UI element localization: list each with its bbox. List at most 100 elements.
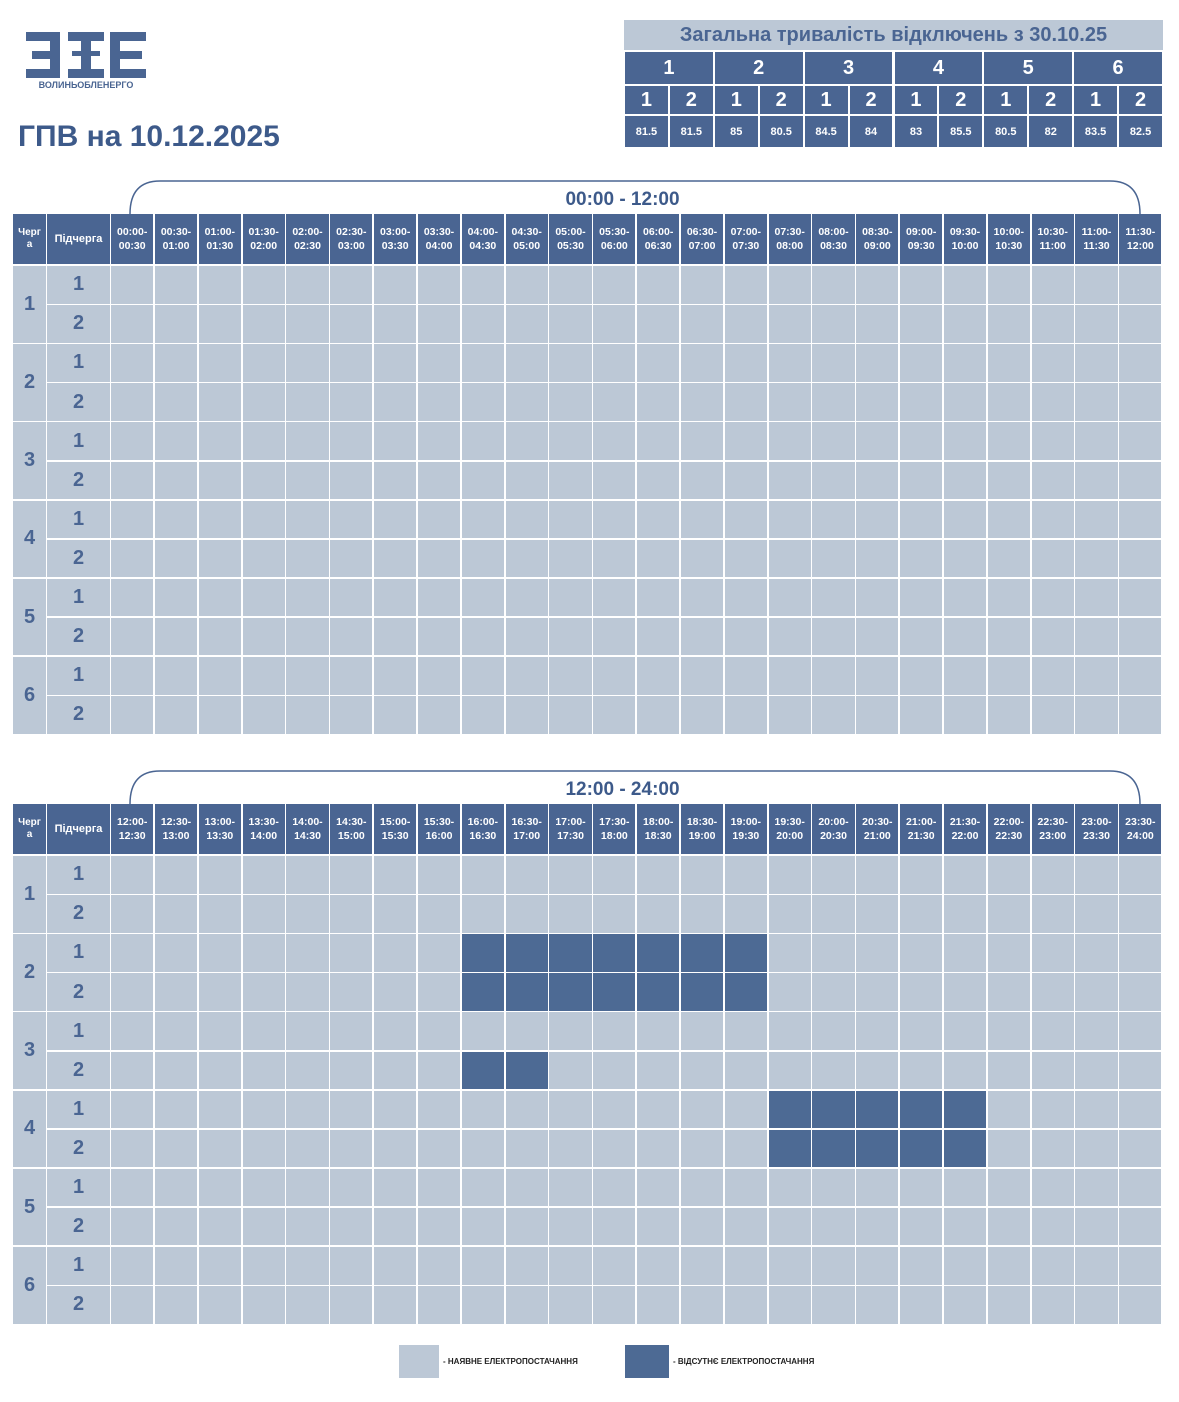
slot-header: 11:30- 12:00	[1119, 214, 1162, 264]
summary-value: 84	[849, 116, 893, 147]
schedule-cell	[154, 973, 198, 1011]
schedule-cell	[856, 1207, 899, 1246]
subqueue-label: 1	[47, 1168, 110, 1207]
schedule-cell	[286, 383, 329, 421]
schedule-cell	[593, 305, 636, 343]
schedule-cell	[812, 500, 855, 539]
schedule-cell	[198, 1129, 241, 1168]
schedule-cell	[417, 1051, 461, 1090]
schedule-cell	[1031, 1051, 1074, 1090]
schedule-cell	[943, 617, 987, 656]
slot-time: 17:00	[513, 830, 541, 842]
schedule-cell	[1075, 895, 1118, 933]
slot-time: 23:30-	[1125, 816, 1156, 828]
subqueue-label: 1	[47, 266, 110, 304]
schedule-cell	[1119, 1051, 1162, 1090]
schedule-cell	[768, 1247, 811, 1285]
slot-time: 21:00-	[905, 816, 937, 828]
slot-time: 05:00-	[555, 226, 586, 238]
schedule-cell	[111, 500, 154, 539]
schedule-cell	[900, 578, 943, 617]
schedule-cell	[1119, 305, 1162, 343]
schedule-cell	[505, 657, 548, 695]
schedule-cell	[987, 266, 1030, 304]
legend-label: - НАЯВНЕ ЕЛЕКТРОПОСТАЧАННЯ	[443, 1357, 578, 1366]
schedule-cell	[242, 696, 285, 734]
slot-time: 04:30-	[511, 226, 542, 238]
schedule-cell	[593, 934, 636, 972]
schedule-cell	[154, 539, 198, 578]
slot-time: 23:30	[1083, 830, 1110, 842]
schedule-cell	[1119, 1207, 1162, 1246]
schedule-cell	[111, 1129, 154, 1168]
slot-time: 18:30-	[686, 816, 718, 828]
summary-value: 85.5	[939, 116, 983, 147]
schedule-cell	[330, 973, 373, 1011]
schedule-cell	[111, 422, 154, 460]
schedule-cell	[943, 1168, 987, 1207]
slot-time: 10:00	[951, 240, 979, 252]
schedule-cell	[286, 305, 329, 343]
schedule-cell	[812, 1051, 855, 1090]
schedule-cell	[505, 696, 548, 734]
slot-header: 00:30- 01:00	[154, 214, 198, 264]
schedule-cell	[417, 1168, 461, 1207]
schedule-cell	[374, 1168, 417, 1207]
schedule-cell	[461, 578, 504, 617]
schedule-cell	[198, 973, 241, 1011]
schedule-cell	[1119, 539, 1162, 578]
schedule-cell	[417, 1090, 461, 1129]
schedule-cell	[943, 657, 987, 695]
summary-value: 84.5	[804, 116, 848, 147]
range-bracket	[129, 770, 1141, 805]
schedule-cell	[242, 1129, 285, 1168]
schedule-cell	[374, 1012, 417, 1050]
schedule-cell	[987, 422, 1030, 460]
schedule-cell	[593, 383, 636, 421]
schedule-cell	[417, 657, 461, 695]
schedule-cell	[943, 266, 987, 304]
schedule-cell	[680, 1247, 724, 1285]
schedule-cell	[417, 617, 461, 656]
schedule-cell	[1075, 1207, 1118, 1246]
schedule-cell	[593, 1286, 636, 1324]
schedule-cell	[198, 1051, 241, 1090]
slot-time: 20:30-	[862, 816, 893, 828]
summary-subgroup: 1	[804, 86, 848, 114]
slot-time: 02:00-	[292, 226, 323, 238]
schedule-cell	[943, 895, 987, 933]
schedule-cell	[330, 1051, 373, 1090]
schedule-cell	[724, 1286, 767, 1324]
queue-header-line: а	[26, 239, 33, 250]
schedule-cell	[549, 1090, 592, 1129]
schedule-cell	[505, 973, 548, 1011]
schedule-cell	[461, 422, 504, 460]
schedule-cell	[812, 617, 855, 656]
schedule-cell	[242, 657, 285, 695]
schedule-cell	[374, 305, 417, 343]
schedule-cell	[286, 422, 329, 460]
slot-header: 20:00- 20:30	[812, 804, 855, 854]
subqueue-label: 2	[47, 461, 110, 500]
schedule-cell	[856, 500, 899, 539]
schedule-cell	[417, 856, 461, 894]
schedule-cell	[943, 305, 987, 343]
schedule-cell	[856, 856, 899, 894]
schedule-cell	[943, 856, 987, 894]
summary-subgroup: 2	[759, 86, 803, 114]
schedule-cell	[154, 344, 198, 382]
schedule-cell	[1031, 344, 1074, 382]
slot-time: 08:30-	[862, 226, 893, 238]
schedule-cell	[461, 934, 504, 972]
schedule-cell	[330, 500, 373, 539]
schedule-cell	[680, 1168, 724, 1207]
schedule-cell	[900, 657, 943, 695]
schedule-cell	[768, 422, 811, 460]
slot-time: 07:30-	[774, 226, 805, 238]
schedule-cell	[724, 383, 767, 421]
schedule-cell	[637, 1090, 680, 1129]
schedule-cell	[900, 500, 943, 539]
schedule-cell	[374, 422, 417, 460]
slot-time: 03:30	[381, 240, 409, 252]
